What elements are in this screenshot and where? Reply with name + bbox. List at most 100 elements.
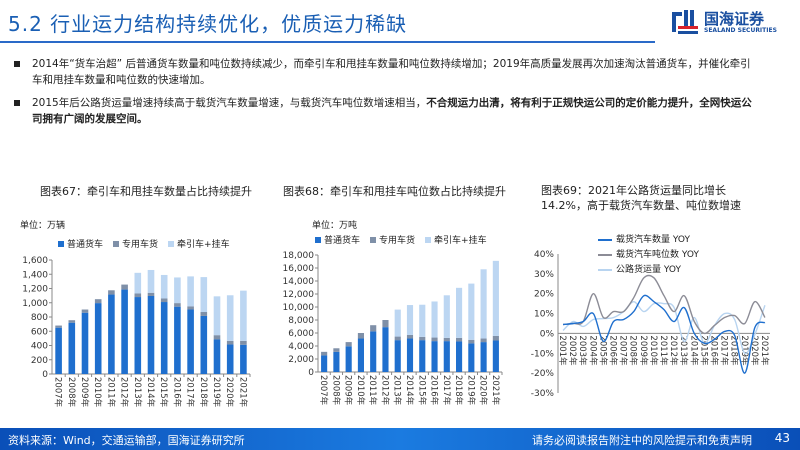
chart69-ytick: 40% xyxy=(534,250,554,260)
disclaimer: 请务必阅读报告附注中的风险提示和免责声明 xyxy=(532,434,752,447)
chart68-bar xyxy=(321,355,328,372)
chart67-xtick: 2019年 xyxy=(211,377,222,408)
chart68-bar xyxy=(492,340,499,372)
legend-item: 普通货车 xyxy=(315,233,360,246)
legend-item: 公路货运量 YOY xyxy=(598,263,699,278)
chart68-xtick: 2019年 xyxy=(465,375,476,406)
chart69-xtick: 2014年 xyxy=(688,335,699,366)
chart67-bar xyxy=(240,340,247,345)
chart68-bar xyxy=(357,333,364,339)
footer-bar: 资料来源：Wind，交通运输部，国海证券研究所 请务必阅读报告附注中的风险提示和… xyxy=(0,428,800,450)
chart67-bar xyxy=(108,294,115,374)
chart68-ytick: 12,000 xyxy=(283,290,315,300)
chart68-xtick: 2016年 xyxy=(429,375,440,406)
chart68-bar xyxy=(419,304,426,337)
logo: 国海证券 SEALAND SECURITIES xyxy=(672,10,777,34)
chart68-xtick: 2014年 xyxy=(404,375,415,406)
chart67-ytick: 1,600 xyxy=(22,256,48,266)
chart68-bar xyxy=(456,287,463,338)
chart67-bar xyxy=(187,276,194,307)
chart69-xtick: 2004年 xyxy=(587,335,598,366)
chart69-ytick: -20% xyxy=(531,369,555,379)
chart67-bar xyxy=(226,344,234,374)
chart68-ytick: 6,000 xyxy=(288,329,314,339)
chart68-bar xyxy=(345,342,352,347)
chart69-ytick: 20% xyxy=(534,290,554,300)
chart68-ytick: 18,000 xyxy=(283,251,315,261)
chart68-bar xyxy=(443,341,450,372)
chart67-bar xyxy=(226,295,234,341)
legend-item: 载货汽车吨位数 YOY xyxy=(598,248,699,263)
chart69-xtick: 2005年 xyxy=(597,335,608,366)
chart69-xtick: 2020年 xyxy=(749,335,760,366)
chart67-xtick: 2013年 xyxy=(132,377,143,408)
chart67-bar xyxy=(55,327,62,374)
chart69-xtick: 2013年 xyxy=(678,335,689,366)
chart69-xtick: 2015年 xyxy=(698,335,709,366)
chart67-bar xyxy=(226,340,234,345)
source-note: 资料来源：Wind，交通运输部，国海证券研究所 xyxy=(8,434,245,447)
bullet-icon xyxy=(14,61,20,67)
chart68-bar xyxy=(345,346,352,372)
chart69-xtick: 2011年 xyxy=(658,335,669,366)
chart67-bar xyxy=(134,293,142,298)
chart67-bar xyxy=(174,306,181,374)
chart67-ytick: 400 xyxy=(31,342,48,352)
chart69-xtick: 2016年 xyxy=(708,335,719,366)
chart67-bar xyxy=(147,269,155,293)
chart68-bar xyxy=(468,339,475,344)
chart68-title: 图表68：牵引车和甩挂车吨位数占比持续提升 xyxy=(283,185,506,198)
page-title: 5.2 行业运力结构持续优化，优质运力稀缺 xyxy=(8,12,408,36)
chart68-bar xyxy=(492,260,499,336)
chart69-ytick: -10% xyxy=(531,349,555,359)
chart67-xtick: 2021年 xyxy=(237,377,248,408)
chart67-bar xyxy=(187,306,194,310)
chart67-bar xyxy=(134,297,142,374)
chart69-xtick: 2017年 xyxy=(719,335,730,366)
chart67-xtick: 2020年 xyxy=(224,377,235,408)
chart68-xtick: 2009年 xyxy=(343,375,354,406)
chart69-ytick: -30% xyxy=(531,389,555,399)
legend-item: 专用车货 xyxy=(370,233,415,246)
chart67-xtick: 2009年 xyxy=(79,377,90,408)
chart68-ytick: 14,000 xyxy=(283,277,315,287)
chart68-legend: 普通货车 专用车货 牵引车+挂车 xyxy=(315,233,487,246)
chart69-xtick: 2007年 xyxy=(618,335,629,366)
chart69-xtick: 2001年 xyxy=(557,335,568,366)
chart67-xtick: 2008年 xyxy=(66,377,77,408)
chart67-bar xyxy=(81,309,89,313)
legend-item: 专用车货 xyxy=(113,237,158,250)
chart69-xtick: 2018年 xyxy=(729,335,740,366)
chart68-bar xyxy=(443,337,450,342)
chart68-bar xyxy=(406,305,414,335)
chart67-unit: 单位：万辆 xyxy=(20,221,66,231)
chart69-series-line xyxy=(562,294,766,374)
chart68-bar xyxy=(456,341,463,372)
chart68-bar xyxy=(394,336,401,341)
chart68-bar xyxy=(370,331,377,372)
chart67-bar xyxy=(187,309,194,374)
chart67-xtick: 2012年 xyxy=(119,377,130,408)
chart68-xtick: 2011年 xyxy=(367,375,378,406)
chart67-bar xyxy=(200,277,208,313)
chart68-xtick: 2008年 xyxy=(330,375,341,406)
chart67-bar xyxy=(213,296,221,336)
legend-item: 牵引车+挂车 xyxy=(425,233,487,246)
chart67-bar xyxy=(200,312,208,316)
chart68-bar xyxy=(431,341,438,372)
chart68-bar xyxy=(468,283,475,340)
chart68-bar xyxy=(406,338,414,372)
chart68-bar xyxy=(357,338,364,372)
chart69-ytick: 10% xyxy=(534,310,554,320)
chart67-ytick: 0 xyxy=(42,370,48,380)
chart67-ytick: 1,200 xyxy=(22,285,48,295)
chart67-xtick: 2017年 xyxy=(185,377,196,408)
chart68-xtick: 2015年 xyxy=(416,375,427,406)
legend-item: 载货汽车数量 YOY xyxy=(598,233,699,248)
chart67-xtick: 2016年 xyxy=(171,377,182,408)
chart68-xtick: 2013年 xyxy=(392,375,403,406)
chart68-bar xyxy=(431,337,438,342)
bullet-bold-text: 不合规运力出清，将有利于正规快运公司的定价能力提升，全网快运公司拥有广阔的发展空… xyxy=(32,97,752,125)
chart67-bar xyxy=(200,315,208,374)
chart69-ytick: 0% xyxy=(540,329,555,339)
